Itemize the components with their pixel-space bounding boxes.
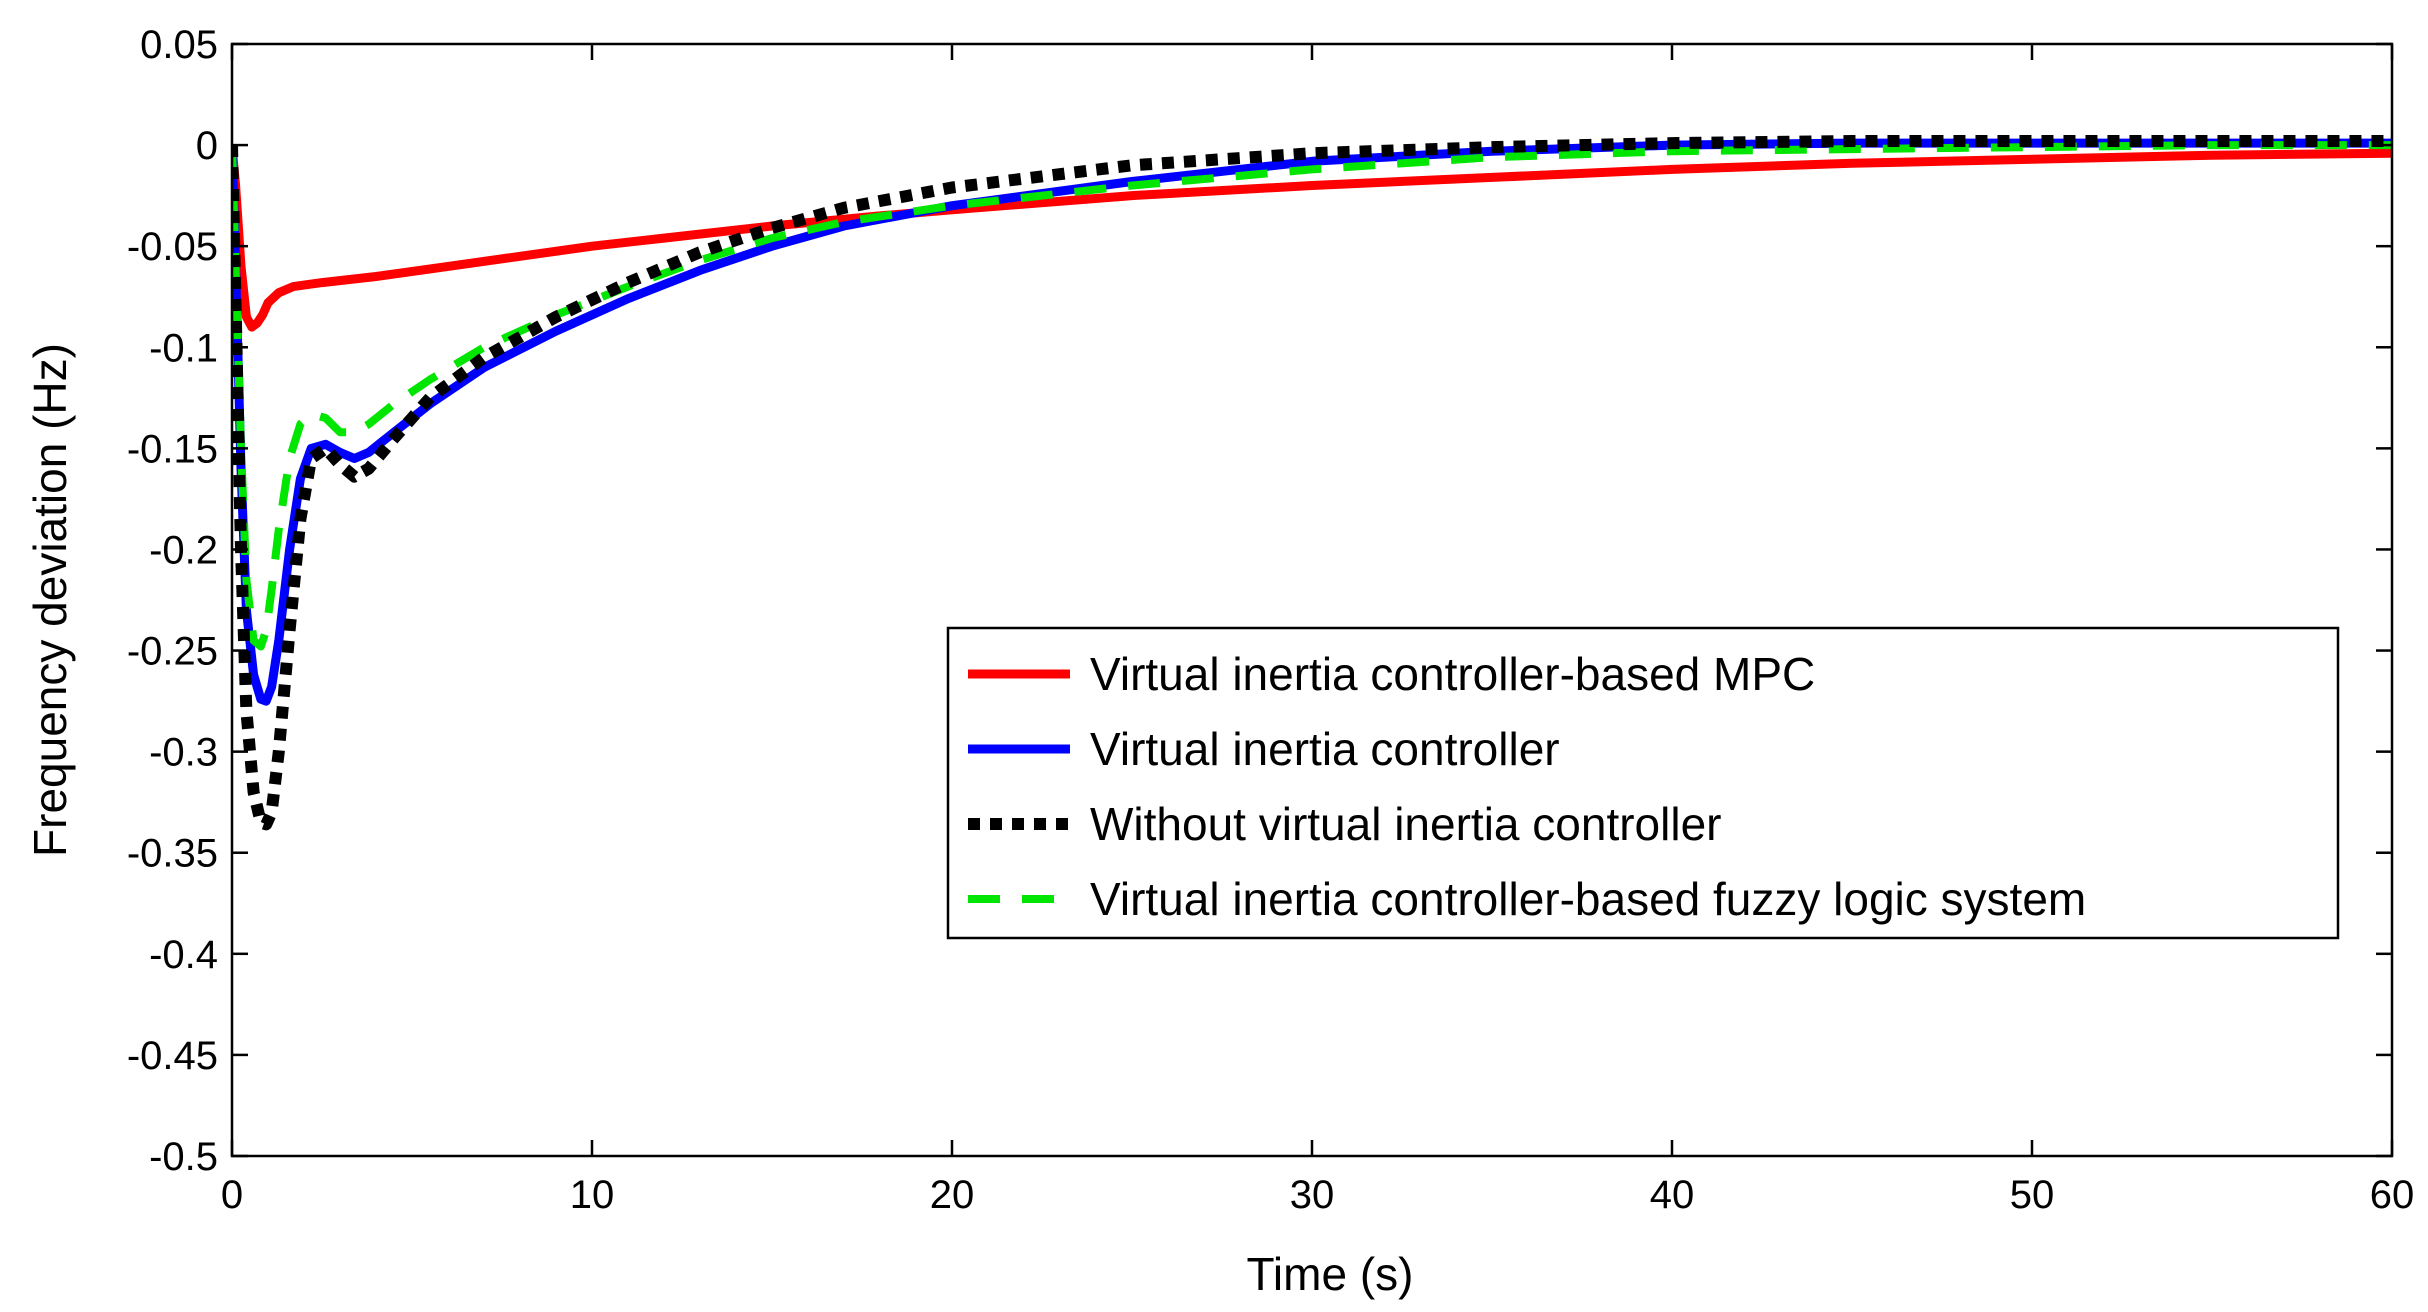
- x-tick-label: 0: [221, 1173, 243, 1217]
- x-tick-label: 60: [2370, 1173, 2415, 1217]
- x-tick-label: 30: [1290, 1173, 1335, 1217]
- y-tick-label: -0.25: [127, 630, 218, 674]
- x-tick-label: 40: [1650, 1173, 1695, 1217]
- y-axis-title: Frequency deviation (Hz): [24, 343, 76, 857]
- y-tick-label: 0.05: [140, 23, 218, 67]
- x-tick-label: 10: [570, 1173, 615, 1217]
- plot-area: [232, 135, 2392, 831]
- y-tick-label: -0.15: [127, 427, 218, 471]
- y-tick-label: -0.35: [127, 832, 218, 876]
- y-tick-label: 0: [196, 124, 218, 168]
- y-tick-label: -0.3: [149, 731, 218, 775]
- legend-label-4: Virtual inertia controller-based fuzzy l…: [1090, 873, 2086, 925]
- legend-box: [946, 626, 2340, 940]
- x-axis-title: Time (s): [1247, 1248, 1414, 1300]
- series-line-1: [232, 144, 2392, 332]
- legend-label-3: Without virtual inertia controller: [1090, 798, 1721, 850]
- y-tick-label: -0.4: [149, 933, 218, 977]
- y-tick-label: -0.45: [127, 1034, 218, 1078]
- series-line-4: [232, 141, 2392, 651]
- y-tick-label: -0.1: [149, 326, 218, 370]
- legend-label-1: Virtual inertia controller-based MPC: [1090, 648, 1815, 700]
- y-tick-label: -0.2: [149, 528, 218, 572]
- y-tick-label: -0.05: [127, 225, 218, 269]
- series-line-3: [232, 135, 2392, 831]
- x-tick-label: 50: [2010, 1173, 2055, 1217]
- y-tick-label: -0.5: [149, 1135, 218, 1179]
- legend: Virtual inertia controller-based MPC Virt…: [946, 626, 2340, 940]
- x-tick-label: 20: [930, 1173, 975, 1217]
- axes: 0 10 20 30 40 50 60 0.05 0 -0.05 -0.1 -0.15 -0.2 -0.2…: [24, 23, 2414, 1300]
- legend-label-2: Virtual inertia controller: [1090, 723, 1560, 775]
